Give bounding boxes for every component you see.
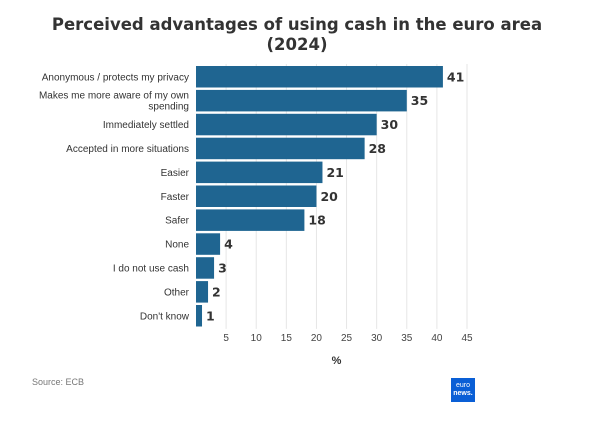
value-label: 1 (206, 308, 215, 323)
x-tick-label: 30 (371, 333, 383, 344)
bar (196, 257, 215, 279)
value-label: 21 (326, 165, 343, 180)
source-note: Source: ECB (32, 377, 85, 387)
bar (196, 89, 407, 112)
category-label: Makes me more aware of my own (39, 91, 189, 102)
category-label: Anonymous / protects my privacy (42, 72, 189, 83)
value-label: 35 (411, 93, 428, 108)
x-tick-label: 20 (311, 333, 323, 344)
x-tick-label: 5 (223, 333, 229, 344)
bar (196, 113, 377, 136)
category-label: Immediately settled (103, 120, 189, 131)
bar (196, 185, 317, 207)
category-label: Other (164, 287, 190, 298)
category-label: Don't know (140, 311, 190, 322)
bar (196, 233, 221, 255)
chart-title-line-2: (2024) (266, 35, 327, 54)
x-tick-label: 25 (341, 333, 353, 344)
value-label: 28 (369, 141, 386, 156)
x-tick-label: 45 (461, 333, 473, 344)
bar (196, 305, 203, 327)
value-label: 41 (447, 69, 464, 84)
category-label: I do not use cash (113, 263, 189, 274)
category-label: Easier (161, 168, 190, 179)
bar (196, 281, 209, 303)
x-tick-label: 40 (431, 333, 443, 344)
euronews-logo: euro news. (451, 378, 475, 402)
value-label: 30 (381, 117, 399, 132)
chart-title-line-1: Perceived advantages of using cash in th… (52, 15, 542, 34)
x-tick-label: 15 (281, 333, 293, 344)
category-label: Faster (161, 192, 190, 203)
value-label: 20 (320, 189, 338, 204)
logo-line-1: euro (455, 382, 470, 389)
category-label: Safer (165, 216, 190, 227)
category-label: None (165, 240, 189, 251)
x-tick-label: 35 (401, 333, 413, 344)
category-label: Accepted in more situations (66, 144, 189, 155)
value-label: 2 (212, 284, 221, 299)
logo-line-2: news. (453, 390, 473, 397)
bar (196, 137, 365, 160)
bar (196, 161, 323, 184)
value-label: 4 (224, 237, 233, 252)
value-label: 3 (218, 260, 227, 275)
x-axis-title: % (332, 355, 342, 367)
bar (196, 66, 443, 88)
bar (196, 209, 305, 231)
x-tick-label: 10 (251, 333, 263, 344)
category-label: spending (148, 102, 189, 113)
value-label: 18 (308, 213, 325, 228)
